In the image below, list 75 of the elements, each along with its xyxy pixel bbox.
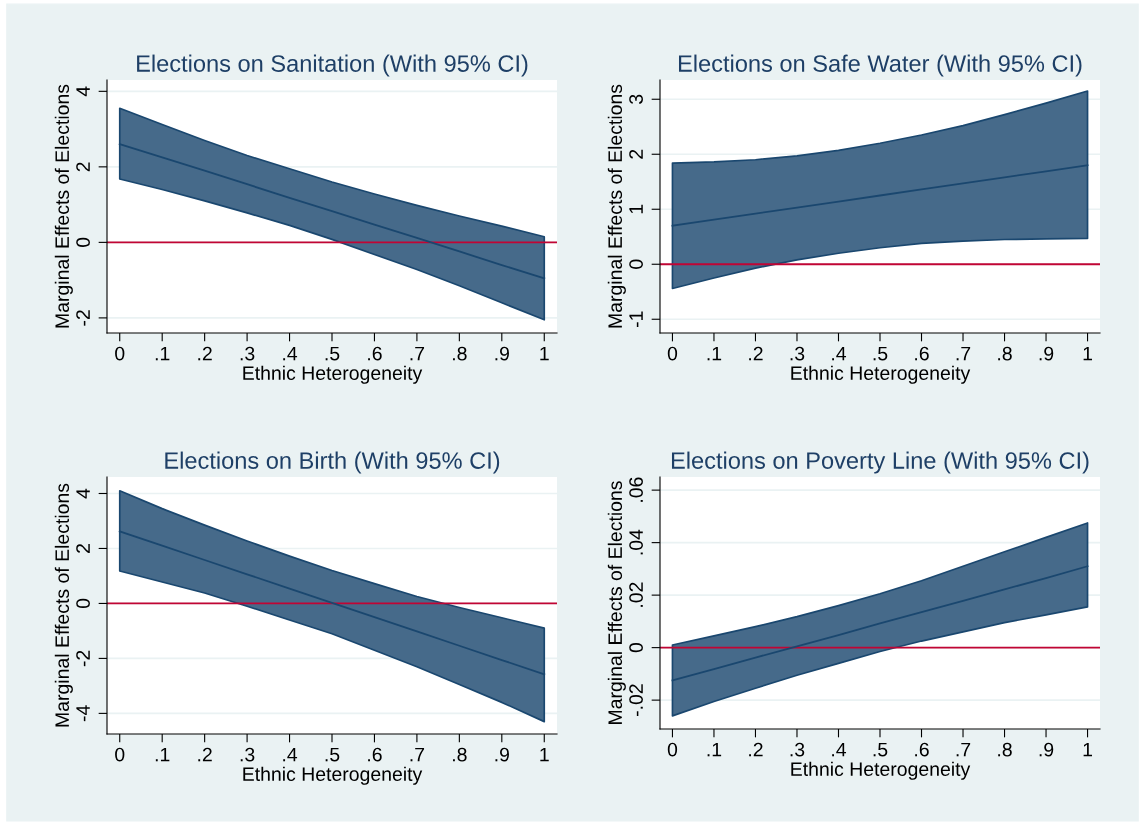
x-tick-label: 0 — [115, 747, 125, 762]
y-tick-label: .04 — [629, 529, 643, 555]
x-tick-label: .5 — [873, 346, 888, 361]
y-tick-label: 3 — [629, 94, 643, 104]
x-tick-label: .2 — [749, 346, 763, 361]
y-tick-label: 2 — [76, 544, 90, 553]
x-tick-label: .9 — [495, 747, 509, 762]
y-tick-label: 0 — [76, 598, 90, 609]
y-tick-label: 0 — [76, 237, 90, 248]
x-tick-label: .2 — [749, 742, 763, 757]
y-tick-label: .02 — [629, 582, 643, 607]
y-tick-label: 2 — [629, 149, 643, 159]
x-tick-label: .9 — [1039, 346, 1054, 361]
x-tick-label: .2 — [198, 346, 212, 361]
y-tick-label: 2 — [76, 162, 90, 172]
x-tick-label: .1 — [155, 747, 170, 762]
chart-title: Elections on Safe Water (With 95% CI) — [679, 54, 1082, 77]
x-tick-label: .8 — [998, 346, 1012, 361]
y-tick-label: -2 — [76, 650, 90, 667]
y-axis-title: Marginal Effects of Elections — [54, 483, 73, 727]
chart-title: Elections on Sanitation (With 95% CI) — [137, 54, 528, 77]
x-axis-title: Ethnic Heterogeneity — [791, 365, 971, 384]
x-axis-title: Ethnic Heterogeneity — [243, 766, 423, 785]
x-tick-label: 1 — [540, 747, 549, 762]
y-tick-label: -.02 — [629, 684, 643, 717]
x-tick-label: .4 — [832, 346, 847, 361]
y-tick-label: -4 — [76, 705, 90, 722]
x-tick-label: .5 — [325, 346, 340, 361]
x-axis-title: Ethnic Heterogeneity — [791, 761, 971, 780]
y-axis-title: Marginal Effects of Elections — [607, 481, 626, 724]
y-tick-label: 0 — [629, 259, 643, 269]
x-tick-label: 1 — [1083, 346, 1093, 361]
x-tick-label: .4 — [832, 742, 847, 757]
x-tick-label: .3 — [790, 346, 805, 361]
x-tick-label: .9 — [495, 346, 509, 361]
y-tick-label: -1 — [629, 311, 643, 328]
x-axis-title: Ethnic Heterogeneity — [243, 365, 423, 384]
x-tick-label: .6 — [915, 346, 929, 361]
x-tick-label: .8 — [453, 747, 467, 762]
x-tick-label: .6 — [368, 747, 382, 762]
x-tick-label: 1 — [540, 346, 549, 361]
x-tick-label: .7 — [410, 747, 425, 762]
y-tick-label: 0 — [629, 642, 643, 653]
x-tick-label: .7 — [956, 346, 971, 361]
x-tick-label: 0 — [115, 346, 125, 361]
x-tick-label: .4 — [283, 747, 298, 762]
x-tick-label: .7 — [410, 346, 425, 361]
y-tick-label: -2 — [76, 310, 90, 326]
x-tick-label: .3 — [240, 747, 255, 762]
y-tick-label: 4 — [76, 86, 90, 97]
x-tick-label: .6 — [915, 742, 929, 757]
x-tick-label: .9 — [1039, 742, 1054, 757]
y-axis-title: Marginal Effects of Elections — [607, 84, 626, 328]
x-tick-label: .5 — [873, 742, 888, 757]
chart-title: Elections on Poverty Line (With 95% CI) — [671, 451, 1089, 474]
x-tick-label: .8 — [453, 346, 467, 361]
x-tick-label: .5 — [325, 747, 340, 762]
y-axis-title: Marginal Effects of Elections — [54, 84, 73, 328]
x-tick-label: .7 — [956, 742, 971, 757]
chart-title: Elections on Birth (With 95% CI) — [165, 451, 500, 474]
x-tick-label: 0 — [667, 742, 678, 757]
y-tick-label: .06 — [629, 477, 643, 502]
x-tick-label: .1 — [707, 742, 722, 757]
x-tick-label: .3 — [790, 742, 805, 757]
y-tick-label: 1 — [629, 204, 643, 214]
x-tick-label: .6 — [368, 346, 382, 361]
x-tick-label: .4 — [283, 346, 298, 361]
x-tick-label: .1 — [707, 346, 722, 361]
x-tick-label: .8 — [998, 742, 1012, 757]
y-tick-label: 4 — [76, 488, 90, 499]
x-tick-label: .2 — [198, 747, 212, 762]
x-tick-label: 0 — [667, 346, 678, 361]
x-tick-label: 1 — [1083, 742, 1093, 757]
x-tick-label: .1 — [155, 346, 170, 361]
x-tick-label: .3 — [240, 346, 255, 361]
